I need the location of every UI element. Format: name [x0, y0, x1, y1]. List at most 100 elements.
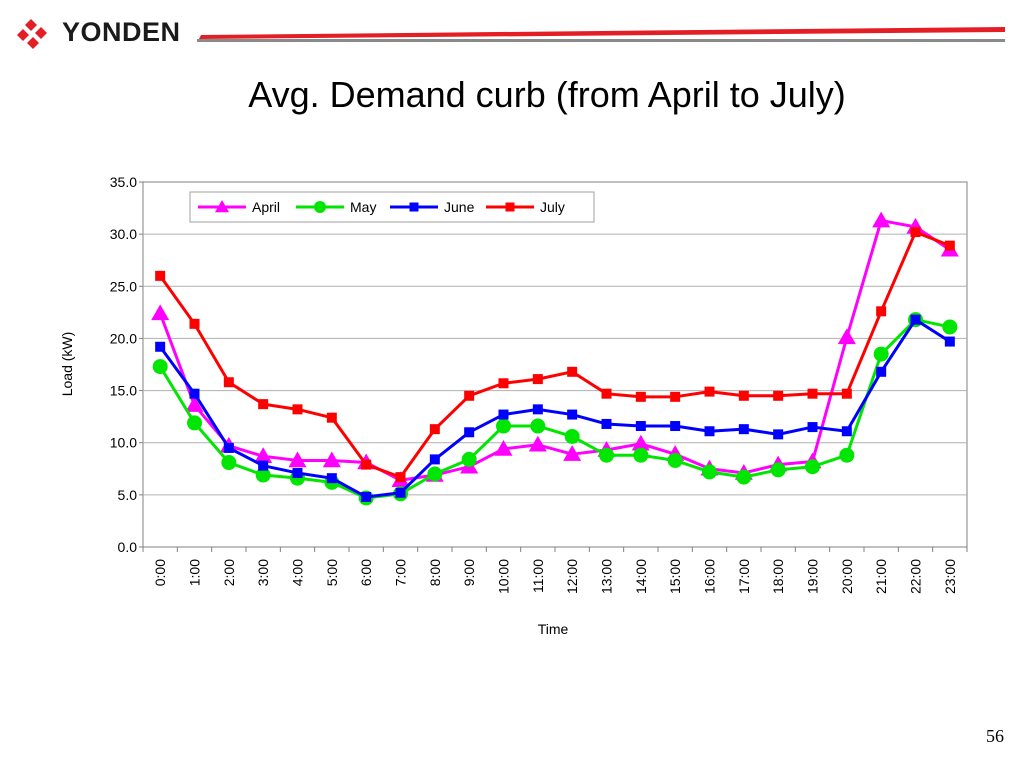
data-point: [738, 390, 749, 401]
data-point: [773, 429, 784, 440]
data-point: [738, 424, 749, 435]
data-point: [667, 452, 683, 468]
data-point: [807, 422, 818, 433]
y-axis-label: Load (kW): [59, 332, 75, 397]
y-tick-label: 20.0: [110, 330, 137, 346]
data-point: [876, 306, 887, 317]
data-point: [427, 466, 443, 482]
data-point: [326, 473, 337, 484]
data-point: [223, 442, 234, 453]
data-point: [633, 447, 649, 463]
x-tick-label: 10:00: [496, 559, 512, 594]
series-line: [158, 219, 951, 482]
x-tick-label: 5:00: [324, 559, 340, 586]
data-point: [601, 418, 612, 429]
data-point: [395, 487, 406, 498]
legend-label: April: [252, 199, 280, 215]
x-tick-label: 23:00: [942, 559, 958, 594]
series-line: [158, 318, 951, 499]
x-tick-label: 1:00: [187, 559, 203, 586]
x-tick-label: 16:00: [702, 559, 718, 594]
x-tick-label: 6:00: [358, 559, 374, 586]
series-june: [155, 314, 955, 502]
data-point: [839, 447, 855, 463]
data-point: [567, 409, 578, 420]
legend-label: May: [350, 199, 376, 215]
data-point: [528, 435, 547, 452]
legend-marker: [314, 201, 326, 213]
data-point: [704, 426, 715, 437]
x-tick-label: 11:00: [530, 559, 546, 593]
y-tick-label: 5.0: [118, 487, 138, 503]
data-point: [944, 240, 955, 251]
data-point: [221, 455, 237, 471]
legend-marker: [505, 202, 515, 212]
data-point: [395, 472, 406, 483]
x-tick-label: 3:00: [255, 559, 271, 586]
x-tick-label: 15:00: [667, 559, 683, 594]
y-tick-label: 10.0: [110, 435, 137, 451]
data-point: [944, 336, 955, 347]
plot-area: [142, 181, 968, 548]
x-tick-label: 7:00: [393, 559, 409, 586]
data-point: [805, 459, 820, 475]
data-point: [189, 318, 200, 329]
y-tick-label: 0.0: [118, 539, 138, 555]
data-point: [255, 467, 271, 483]
data-point: [464, 427, 475, 438]
data-point: [635, 421, 646, 432]
x-tick-label: 13:00: [599, 559, 615, 594]
data-point: [155, 341, 166, 352]
data-point: [254, 447, 273, 464]
data-point: [361, 459, 372, 470]
yonden-logo: [17, 19, 47, 49]
x-tick-label: 9:00: [461, 559, 477, 586]
legend-label: June: [444, 199, 475, 215]
x-tick-label: 21:00: [873, 559, 889, 594]
x-tick-label: 20:00: [839, 559, 855, 594]
data-point: [429, 424, 440, 435]
data-point: [910, 227, 921, 238]
data-point: [292, 404, 303, 415]
data-point: [498, 409, 509, 420]
data-point: [498, 378, 509, 389]
data-point: [151, 304, 170, 321]
data-point: [635, 391, 646, 402]
slide-title: Avg. Demand curb (from April to July): [248, 74, 846, 115]
data-point: [704, 386, 715, 397]
line-chart: 0.0 5.0 10.0 15.0 20.0 25.0 30.0 35.0 0:00 1:00 2…: [59, 174, 968, 637]
data-point: [599, 447, 614, 463]
data-point: [223, 377, 234, 388]
data-point: [532, 374, 543, 385]
data-point: [326, 412, 337, 423]
data-point: [601, 388, 612, 399]
data-point: [496, 418, 511, 434]
logo-text: YONDEN: [62, 17, 181, 47]
data-point: [361, 491, 372, 502]
x-tick-label: 17:00: [736, 559, 752, 594]
data-point: [872, 211, 891, 228]
series-july: [155, 227, 955, 483]
data-point: [258, 399, 269, 410]
legend-marker: [215, 200, 229, 213]
y-tick-label: 35.0: [110, 174, 137, 190]
y-tick-label: 15.0: [110, 383, 137, 399]
header-rule: [197, 27, 1005, 42]
data-point: [494, 439, 513, 456]
data-point: [942, 319, 958, 335]
x-tick-label: 19:00: [805, 559, 821, 594]
data-point: [670, 421, 681, 432]
x-tick-label: 12:00: [564, 559, 580, 594]
data-point: [702, 464, 717, 480]
data-point: [564, 428, 580, 444]
data-point: [876, 366, 887, 377]
data-point: [532, 404, 543, 415]
data-point: [461, 451, 477, 467]
data-point: [807, 388, 818, 399]
data-point: [841, 426, 852, 437]
data-point: [155, 270, 166, 281]
data-point: [910, 314, 921, 325]
x-tick-label: 8:00: [427, 559, 443, 586]
x-tick-label: 4:00: [290, 559, 306, 586]
data-point: [187, 415, 202, 431]
